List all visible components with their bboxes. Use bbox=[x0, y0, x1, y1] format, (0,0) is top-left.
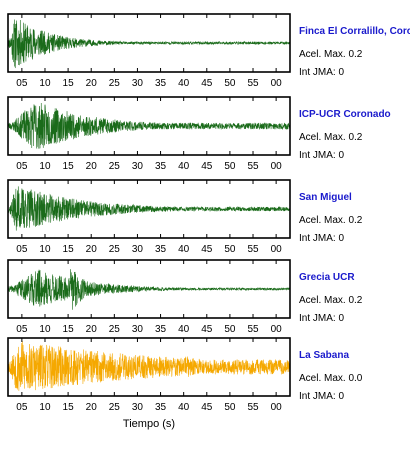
int-jma-label: Int JMA: 0 bbox=[299, 67, 344, 78]
int-jma-label: Int JMA: 0 bbox=[299, 313, 344, 324]
tick-label: 25 bbox=[109, 244, 121, 255]
tick-label: 15 bbox=[63, 78, 75, 89]
tick-label: 10 bbox=[39, 161, 51, 172]
tick-label: 15 bbox=[63, 161, 75, 172]
tick-label: 20 bbox=[86, 324, 98, 335]
tick-label: 35 bbox=[155, 161, 167, 172]
tick-label: 40 bbox=[178, 324, 190, 335]
tick-label: 00 bbox=[271, 402, 283, 413]
tick-label: 55 bbox=[247, 402, 259, 413]
acel-max-label: Acel. Max. 0.2 bbox=[299, 132, 363, 143]
panel-frame bbox=[7, 337, 291, 397]
tick-label: 55 bbox=[247, 161, 259, 172]
panel-frame bbox=[7, 259, 291, 319]
tick-label: 35 bbox=[155, 402, 167, 413]
x-axis-label: Tiempo (s) bbox=[123, 418, 175, 430]
tick-label: 40 bbox=[178, 78, 190, 89]
tick-label: 50 bbox=[224, 324, 236, 335]
tick-label: 45 bbox=[201, 402, 213, 413]
station-name: Finca El Corralillo, Corc bbox=[299, 26, 410, 37]
tick-label: 45 bbox=[201, 324, 213, 335]
tick-label: 00 bbox=[271, 161, 283, 172]
tick-label: 20 bbox=[86, 78, 98, 89]
int-jma-label: Int JMA: 0 bbox=[299, 391, 344, 402]
tick-label: 25 bbox=[109, 78, 121, 89]
tick-label: 10 bbox=[39, 402, 51, 413]
station-panel: 05 10 15 20 25 30 35 40 45 50 55 00 San Miguel Acel. … bbox=[7, 179, 363, 255]
tick-label: 30 bbox=[132, 161, 144, 172]
tick-label: 50 bbox=[224, 402, 236, 413]
tick-label: 00 bbox=[271, 78, 283, 89]
waveform-trace bbox=[7, 102, 291, 149]
tick-label: 15 bbox=[63, 402, 75, 413]
station-panel: 05 10 15 20 25 30 35 40 45 50 55 00 La Sabana Acel. M… bbox=[7, 337, 363, 413]
tick-label: 30 bbox=[132, 78, 144, 89]
tick-label: 45 bbox=[201, 161, 213, 172]
tick-label: 25 bbox=[109, 402, 121, 413]
acel-max-label: Acel. Max. 0.2 bbox=[299, 215, 363, 226]
station-name: Grecia UCR bbox=[299, 272, 355, 283]
int-jma-label: Int JMA: 0 bbox=[299, 233, 344, 244]
tick-label: 50 bbox=[224, 161, 236, 172]
acel-max-label: Acel. Max. 0.0 bbox=[299, 373, 363, 384]
waveform-trace bbox=[7, 186, 291, 231]
panel-frame bbox=[7, 179, 291, 239]
station-panel: 05 10 15 20 25 30 35 40 45 50 55 00 ICP-UCR Coronado… bbox=[7, 96, 391, 172]
acel-max-label: Acel. Max. 0.2 bbox=[299, 49, 363, 60]
station-panel: 05 10 15 20 25 30 35 40 45 50 55 00 Grecia UCR Acel. … bbox=[7, 259, 363, 335]
tick-label: 50 bbox=[224, 78, 236, 89]
station-panel: 05 10 15 20 25 30 35 40 45 50 55 00 Finca El Corrali… bbox=[7, 13, 410, 89]
tick-label: 10 bbox=[39, 78, 51, 89]
tick-label: 15 bbox=[63, 244, 75, 255]
tick-label: 40 bbox=[178, 244, 190, 255]
tick-label: 55 bbox=[247, 244, 259, 255]
tick-label: 50 bbox=[224, 244, 236, 255]
tick-label: 30 bbox=[132, 324, 144, 335]
tick-label: 45 bbox=[201, 78, 213, 89]
tick-label: 20 bbox=[86, 402, 98, 413]
tick-label: 30 bbox=[132, 244, 144, 255]
tick-label: 35 bbox=[155, 244, 167, 255]
waveform-trace bbox=[7, 19, 291, 69]
waveform-trace bbox=[7, 341, 291, 391]
station-name: San Miguel bbox=[299, 192, 352, 203]
tick-label: 30 bbox=[132, 402, 144, 413]
station-name: ICP-UCR Coronado bbox=[299, 109, 391, 120]
tick-label: 10 bbox=[39, 324, 51, 335]
station-name: La Sabana bbox=[299, 350, 349, 361]
tick-label: 40 bbox=[178, 161, 190, 172]
panel-frame bbox=[7, 13, 291, 73]
acel-max-label: Acel. Max. 0.2 bbox=[299, 295, 363, 306]
tick-label: 15 bbox=[63, 324, 75, 335]
tick-label: 40 bbox=[178, 402, 190, 413]
tick-label: 55 bbox=[247, 324, 259, 335]
tick-label: 05 bbox=[16, 402, 28, 413]
tick-label: 00 bbox=[271, 324, 283, 335]
tick-label: 00 bbox=[271, 244, 283, 255]
tick-label: 05 bbox=[16, 78, 28, 89]
waveform-trace bbox=[7, 269, 291, 310]
int-jma-label: Int JMA: 0 bbox=[299, 150, 344, 161]
tick-label: 25 bbox=[109, 161, 121, 172]
tick-label: 25 bbox=[109, 324, 121, 335]
tick-label: 55 bbox=[247, 78, 259, 89]
tick-label: 05 bbox=[16, 161, 28, 172]
tick-label: 05 bbox=[16, 244, 28, 255]
tick-label: 45 bbox=[201, 244, 213, 255]
tick-label: 10 bbox=[39, 244, 51, 255]
tick-label: 35 bbox=[155, 78, 167, 89]
tick-label: 35 bbox=[155, 324, 167, 335]
panel-frame bbox=[7, 96, 291, 156]
tick-label: 05 bbox=[16, 324, 28, 335]
tick-label: 20 bbox=[86, 244, 98, 255]
tick-label: 20 bbox=[86, 161, 98, 172]
